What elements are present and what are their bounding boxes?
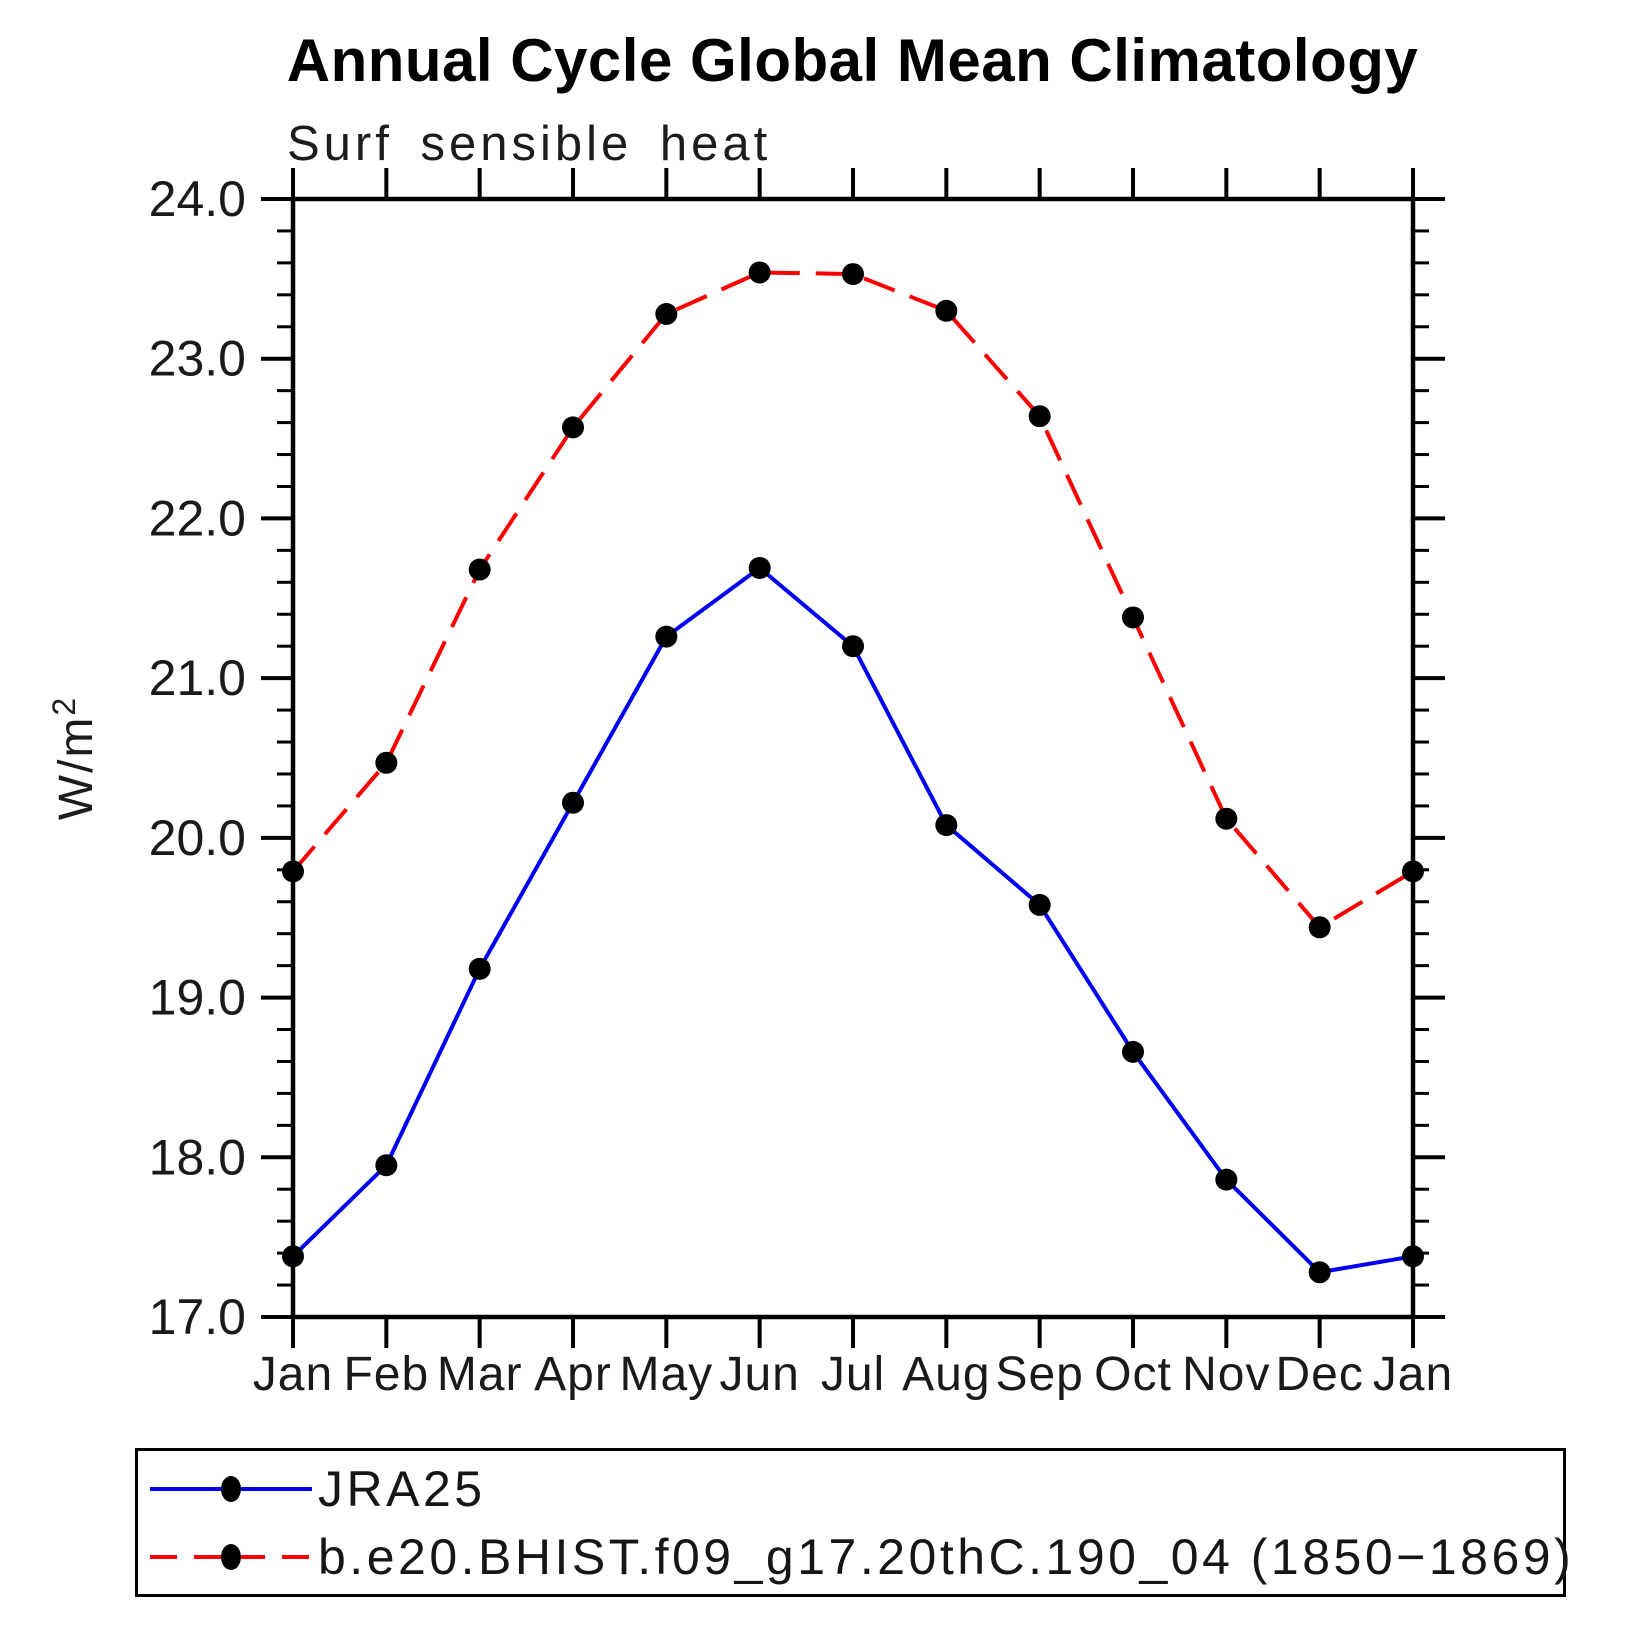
x-tick-label: Jan: [253, 1348, 333, 1401]
x-tick-label: Nov: [1182, 1348, 1270, 1401]
data-point-series-0: [1308, 1261, 1331, 1284]
chart-title: Annual Cycle Global Mean Climatology: [286, 27, 1419, 94]
x-tick-label: Aug: [902, 1348, 990, 1401]
x-tick-label: May: [619, 1348, 713, 1401]
data-point-series-0: [468, 957, 491, 980]
legend-box: JRA25 b.e20.BHIST.f09_g17.20thC.190_04 (…: [135, 1448, 1571, 1597]
data-point-series-1: [1402, 860, 1424, 883]
x-tick-label: Jul: [821, 1348, 885, 1401]
data-point-series-1: [842, 263, 864, 286]
y-tick-label: 24.0: [149, 171, 246, 227]
data-point-series-1: [1028, 405, 1051, 428]
legend-item-model-run: b.e20.BHIST.f09_g17.20thC.190_04 (1850−1…: [148, 1529, 1574, 1585]
data-point-series-1: [655, 302, 678, 325]
legend-label-jra25: JRA25: [318, 1461, 486, 1517]
y-tick-label: 19.0: [149, 970, 246, 1026]
legend-line-sample-solid: [150, 1476, 312, 1502]
y-tick-label: 23.0: [149, 331, 246, 387]
x-tick-label: Feb: [343, 1348, 429, 1401]
plot-frame: [290, 196, 1416, 1320]
data-point-series-1: [1122, 606, 1144, 629]
x-tick-label: Apr: [534, 1348, 612, 1401]
chart-subtitle: Surf sensible heat: [287, 117, 772, 171]
data-point-series-1: [282, 860, 304, 883]
data-point-series-1: [375, 751, 398, 774]
data-point-series-0: [1402, 1245, 1424, 1268]
x-tick-label: Jan: [1373, 1348, 1453, 1401]
y-tick-label: 21.0: [149, 650, 246, 706]
data-point-series-0: [562, 791, 584, 814]
data-point-series-0: [842, 635, 864, 658]
y-tick-label: 20.0: [149, 810, 246, 866]
legend-line-sample-dashed: [150, 1544, 312, 1570]
data-point-series-1: [1308, 916, 1331, 939]
y-tick-label: 18.0: [149, 1129, 246, 1185]
data-point-series-1: [748, 261, 771, 284]
x-tick-label: Jun: [719, 1348, 799, 1401]
data-point-series-1: [468, 558, 491, 581]
data-point-series-0: [655, 625, 678, 648]
data-point-series-0: [1122, 1040, 1144, 1063]
data-point-series-0: [748, 556, 771, 579]
y-tick-label: 17.0: [149, 1289, 246, 1345]
x-tick-label: Dec: [1275, 1348, 1363, 1401]
data-point-series-0: [375, 1154, 398, 1177]
legend-marker-dot: [221, 1476, 241, 1502]
x-tick-label: Oct: [1094, 1348, 1172, 1401]
legend-item-jra25: JRA25: [148, 1461, 486, 1517]
legend-label-model-run: b.e20.BHIST.f09_g17.20thC.190_04 (1850−1…: [318, 1529, 1575, 1585]
data-point-series-1: [562, 416, 584, 439]
data-point-series-1: [935, 299, 958, 322]
y-tick-label: 22.0: [149, 490, 246, 546]
data-point-series-0: [935, 814, 958, 837]
data-point-series-0: [1028, 893, 1051, 916]
data-point-series-0: [1215, 1168, 1238, 1191]
legend-marker-dot: [221, 1544, 241, 1570]
data-point-series-1: [1215, 807, 1238, 830]
series-line-0: [291, 565, 1414, 1275]
x-tick-label: Mar: [437, 1348, 523, 1401]
series-line-1: [291, 270, 1415, 930]
data-point-series-0: [282, 1245, 304, 1268]
x-tick-label: Sep: [995, 1348, 1083, 1401]
